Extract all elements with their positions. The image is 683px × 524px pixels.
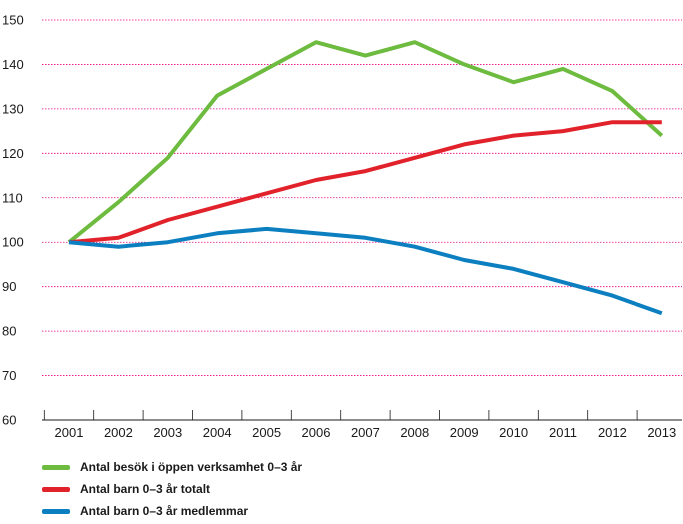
y-tick-label-80: 80 bbox=[2, 324, 16, 339]
legend: Antal besök i öppen verksamhet 0–3 år An… bbox=[42, 456, 302, 522]
legend-item-2: Antal barn 0–3 år medlemmar bbox=[42, 500, 302, 522]
x-tick-label-2004: 2004 bbox=[203, 425, 232, 440]
y-tick-label-110: 110 bbox=[2, 190, 23, 205]
series-line-2 bbox=[68, 226, 663, 316]
x-tick-label-2013: 2013 bbox=[647, 425, 676, 440]
x-tick-label-2006: 2006 bbox=[302, 425, 331, 440]
legend-label-2: Antal barn 0–3 år medlemmar bbox=[80, 504, 249, 518]
y-tick-label-120: 120 bbox=[2, 146, 24, 161]
x-tick-label-2002: 2002 bbox=[104, 425, 133, 440]
legend-label-0: Antal besök i öppen verksamhet 0–3 år bbox=[80, 460, 303, 474]
x-tick-label-2005: 2005 bbox=[252, 425, 281, 440]
y-tick-label-130: 130 bbox=[2, 101, 24, 116]
y-tick-label-90: 90 bbox=[2, 279, 16, 294]
legend-item-0: Antal besök i öppen verksamhet 0–3 år bbox=[42, 456, 302, 478]
legend-swatch-0 bbox=[42, 464, 70, 470]
series-line-0 bbox=[67, 40, 664, 244]
y-tick-label-140: 140 bbox=[2, 57, 24, 72]
y-tick-label-60: 60 bbox=[2, 413, 16, 428]
y-tick-label-100: 100 bbox=[2, 235, 24, 250]
x-tick-label-2009: 2009 bbox=[450, 425, 479, 440]
y-tick-label-150: 150 bbox=[2, 13, 24, 28]
line-chart: 60 70 80 90 100 110 120 130 140 150 2001 2002 2003 20… bbox=[2, 13, 682, 440]
x-tick-label-2008: 2008 bbox=[400, 425, 429, 440]
x-tick-label-2012: 2012 bbox=[598, 425, 627, 440]
series-line-1 bbox=[68, 120, 662, 245]
x-tick-label-2011: 2011 bbox=[549, 425, 577, 440]
legend-label-1: Antal barn 0–3 år totalt bbox=[80, 482, 211, 496]
legend-swatch-2 bbox=[42, 508, 70, 514]
y-tick-label-70: 70 bbox=[2, 368, 16, 383]
x-tick-label-2003: 2003 bbox=[153, 425, 182, 440]
legend-item-1: Antal barn 0–3 år totalt bbox=[42, 478, 302, 500]
legend-swatch-1 bbox=[42, 486, 70, 492]
x-tick-label-2001: 2001 bbox=[55, 425, 84, 440]
x-tick-label-2007: 2007 bbox=[351, 425, 380, 440]
x-tick-label-2010: 2010 bbox=[499, 425, 528, 440]
